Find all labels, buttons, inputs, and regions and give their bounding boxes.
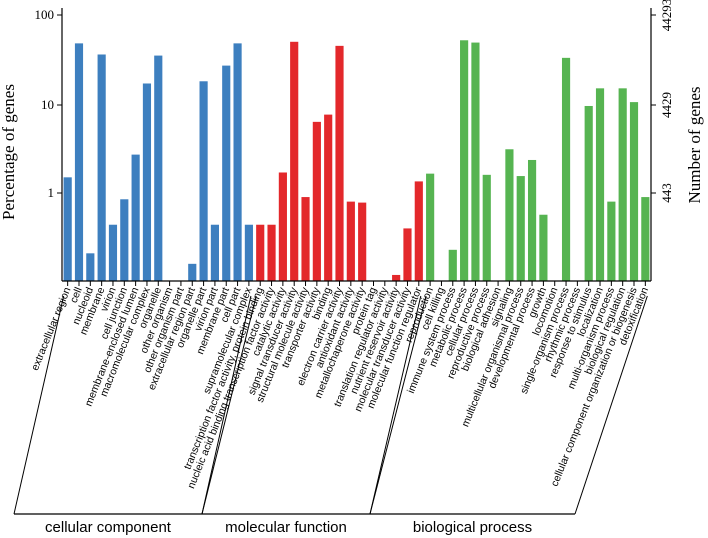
bar-cell [74, 43, 84, 282]
bar-localization [595, 88, 605, 281]
group-bracket-right [201, 295, 252, 515]
bar-membrane [97, 54, 106, 281]
bar-organelle [154, 55, 163, 281]
bar-organelle-part [199, 81, 208, 281]
right-tick-label: 44293 [659, 0, 674, 31]
bars-layer [63, 40, 650, 282]
bar-catalytic-activity [278, 172, 287, 281]
bar-biological-regulation [618, 88, 627, 281]
bar-extracellular-region [63, 177, 72, 281]
bar-electron-carrier-activity [335, 45, 344, 281]
bar-reproduction [426, 173, 435, 281]
axes-layer: 100 10 1 44293 4429 443 [35, 0, 674, 286]
category-label: extracellular region [29, 285, 73, 372]
left-tick-label: 100 [35, 7, 55, 22]
bar-virion-part [210, 224, 219, 281]
bar-response-to-stimulus [584, 105, 593, 281]
category-label: cell [68, 286, 85, 305]
group-label: molecular function [225, 519, 347, 536]
left-tick-label: 1 [48, 185, 55, 200]
bar-nutrient-reservoir-activity [392, 274, 401, 281]
group-bracket-left [201, 295, 257, 515]
bar-single-organism-process [561, 57, 571, 281]
bar-detoxification [641, 197, 650, 281]
group-bracket-left [369, 295, 427, 515]
bar-cell-part [233, 43, 242, 282]
bar-nucleoid [86, 253, 95, 281]
bar-nucleic-acid-binding-transcription-factor-activity [267, 224, 276, 281]
category-labels-layer: extracellular regioncellnucleoidmembrane… [29, 285, 651, 490]
bar-metabolic-process [460, 40, 469, 281]
bar-signaling [505, 149, 514, 281]
bar-transcription-factor-activity-protein-binding [256, 224, 265, 281]
bar-metallochaperone-activity [358, 202, 367, 281]
bar-supramolecular-complex [244, 224, 253, 281]
left-axis-title: Percentage of genes [0, 84, 18, 220]
bar-developmental-process [527, 159, 537, 281]
bar-molecular-function-regulator [414, 181, 423, 281]
bar-multi-organism-process [607, 201, 616, 281]
right-tick-label: 4429 [659, 92, 674, 118]
group-bracket-left [13, 295, 65, 515]
bar-cellular-component-organization-or-biogenesis [629, 102, 639, 281]
bar-reproductive-process [482, 174, 491, 281]
bar-growth [539, 214, 548, 281]
bar-virion [108, 224, 118, 281]
group-bracket-right [369, 295, 422, 515]
bar-membrane-enclosed-lumen [131, 154, 140, 281]
bar-binding [324, 114, 333, 281]
bar-immune-system-process [448, 249, 457, 281]
bar-multicellular-organismal-process [516, 176, 525, 281]
group-label: cellular component [45, 519, 172, 536]
right-tick-label: 443 [659, 183, 674, 203]
group-bracket-right [574, 295, 648, 515]
bar-antioxidant-activity [346, 201, 355, 281]
right-axis-title: Number of genes [685, 86, 704, 203]
bar-membrane-part [222, 65, 231, 281]
bar-cellular-process [471, 42, 480, 281]
left-tick-label: 10 [41, 97, 54, 112]
group-label: biological process [413, 519, 532, 536]
bar-extracellular-region-part [188, 263, 197, 281]
bar-macromolecular-complex [142, 83, 152, 282]
bar-molecular-transducer-activity [403, 228, 412, 281]
bar-signal-transducer-activity [290, 41, 299, 281]
bar-structural-molecule-activity [301, 197, 310, 281]
bar-cell-junction [120, 199, 129, 281]
group-brackets-layer: cellular component molecular function biol… [13, 295, 648, 536]
bar-transporter-activity [312, 121, 321, 281]
